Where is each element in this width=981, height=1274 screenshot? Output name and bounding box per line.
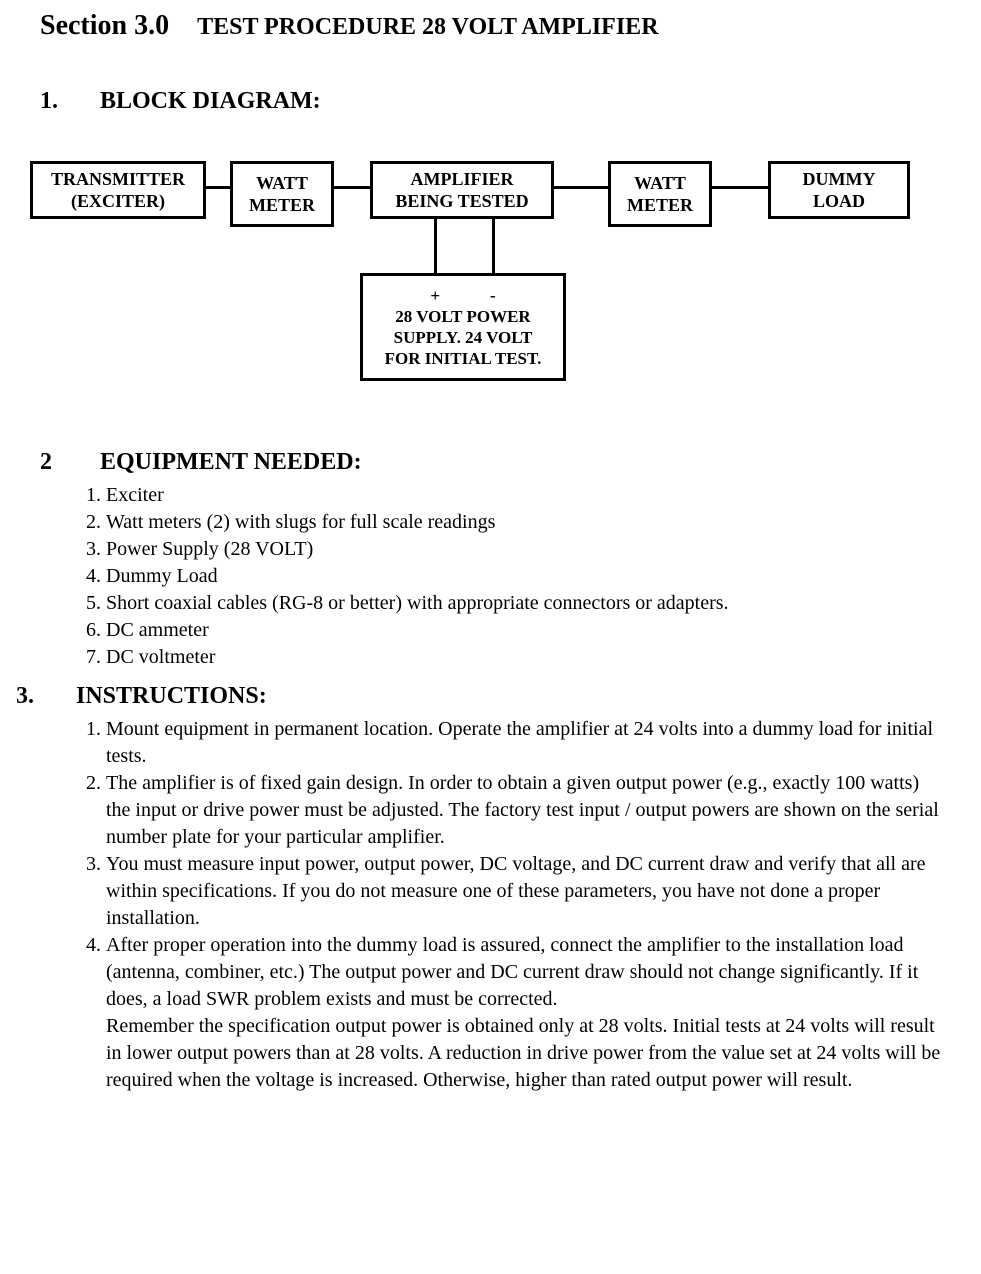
equipment-item: DC voltmeter (106, 644, 941, 671)
box-transmitter-l1: TRANSMITTER (33, 168, 203, 191)
box-dummy-load-l1: DUMMY (771, 168, 907, 191)
equipment-item: Watt meters (2) with slugs for full scal… (106, 509, 941, 536)
subsection-1-header: 1. BLOCK DIAGRAM: (40, 88, 941, 115)
subsection-2-header: 2 EQUIPMENT NEEDED: (40, 449, 941, 476)
box-transmitter-l2: (EXCITER) (33, 190, 203, 213)
wire-amp-ps-minus (492, 219, 495, 273)
box-power-supply-l2: 28 VOLT POWER (363, 306, 563, 327)
box-wattmeter-1-l1: WATT (233, 172, 331, 195)
equipment-item: Short coaxial cables (RG-8 or better) wi… (106, 590, 941, 617)
instruction-item: The amplifier is of fixed gain design. I… (106, 770, 941, 851)
wire-amp-ps-plus (434, 219, 437, 273)
box-wattmeter-1: WATT METER (230, 161, 334, 227)
box-power-supply-l4: FOR INITIAL TEST. (363, 348, 563, 369)
equipment-item: Exciter (106, 482, 941, 509)
box-wattmeter-2: WATT METER (608, 161, 712, 227)
subsection-2-title: EQUIPMENT NEEDED: (100, 449, 362, 476)
wire-tx-w1 (206, 186, 230, 189)
subsection-2-number: 2 (40, 449, 64, 476)
box-transmitter: TRANSMITTER (EXCITER) (30, 161, 206, 219)
wire-w2-dummy (712, 186, 768, 189)
equipment-item: DC ammeter (106, 617, 941, 644)
instructions-note: Remember the specification output power … (106, 1013, 941, 1094)
block-diagram: TRANSMITTER (EXCITER) WATT METER AMPLIFI… (30, 155, 941, 415)
ps-minus: - (490, 285, 496, 306)
section-title: TEST PROCEDURE 28 VOLT AMPLIFIER (197, 14, 658, 41)
wire-amp-w2 (554, 186, 608, 189)
equipment-list: Exciter Watt meters (2) with slugs for f… (70, 482, 941, 671)
box-power-supply-l3: SUPPLY. 24 VOLT (363, 327, 563, 348)
subsection-3-title: INSTRUCTIONS: (76, 683, 267, 710)
instruction-item: Mount equipment in permanent location. O… (106, 716, 941, 770)
subsection-3-header: 3. INSTRUCTIONS: (16, 683, 941, 710)
ps-plus: + (430, 285, 440, 306)
box-amplifier: AMPLIFIER BEING TESTED (370, 161, 554, 219)
equipment-item: Power Supply (28 VOLT) (106, 536, 941, 563)
box-dummy-load: DUMMY LOAD (768, 161, 910, 219)
box-amplifier-l1: AMPLIFIER (373, 168, 551, 191)
box-wattmeter-2-l1: WATT (611, 172, 709, 195)
subsection-1-title: BLOCK DIAGRAM: (100, 88, 321, 115)
box-wattmeter-1-l2: METER (233, 194, 331, 217)
box-wattmeter-2-l2: METER (611, 194, 709, 217)
box-amplifier-l2: BEING TESTED (373, 190, 551, 213)
section-number: Section 3.0 (40, 10, 169, 42)
instructions-list: Mount equipment in permanent location. O… (70, 716, 941, 1013)
wire-w1-amp (334, 186, 370, 189)
subsection-1-number: 1. (40, 88, 64, 115)
box-power-supply: + - 28 VOLT POWER SUPPLY. 24 VOLT FOR IN… (360, 273, 566, 381)
box-dummy-load-l2: LOAD (771, 190, 907, 213)
subsection-3-number: 3. (16, 683, 40, 710)
equipment-item: Dummy Load (106, 563, 941, 590)
box-power-supply-polarity: + - (363, 285, 563, 306)
section-header: Section 3.0 TEST PROCEDURE 28 VOLT AMPLI… (40, 10, 941, 42)
page: Section 3.0 TEST PROCEDURE 28 VOLT AMPLI… (0, 0, 981, 1134)
instruction-item: After proper operation into the dummy lo… (106, 932, 941, 1013)
instruction-item: You must measure input power, output pow… (106, 851, 941, 932)
